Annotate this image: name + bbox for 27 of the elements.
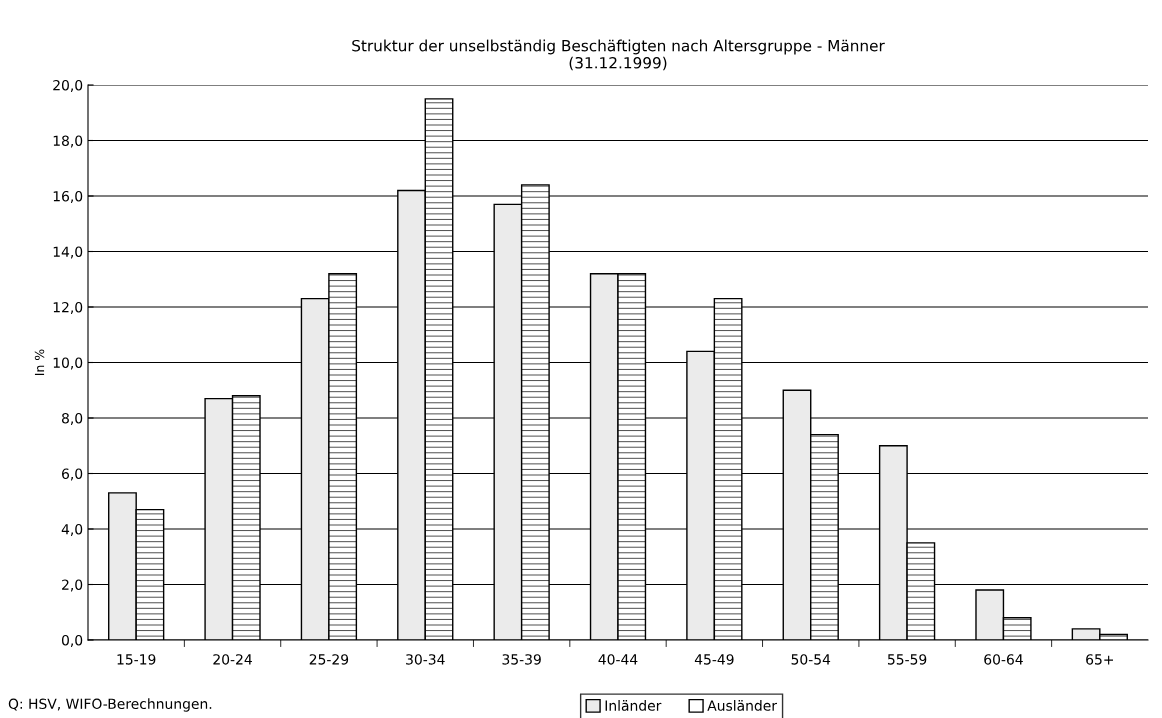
y-tick-label: 8,0	[61, 412, 83, 425]
x-tick-label: 20-24	[213, 654, 252, 665]
x-tick-label: 40-44	[598, 654, 638, 665]
legend-label: Inländer	[605, 700, 662, 711]
y-tick-label: 2,0	[62, 579, 83, 592]
y-tick-label: 18,0	[53, 135, 83, 148]
x-tick-label: 45-49	[694, 654, 734, 665]
y-tick-label: 10,0	[53, 357, 83, 370]
y-tick-label: 6,0	[62, 468, 83, 481]
x-tick-label: 25-29	[309, 654, 349, 665]
x-tick-label: 35-39	[502, 654, 541, 665]
y-tick-label: 16,0	[53, 190, 83, 203]
x-tick-label: 65+	[1086, 654, 1113, 665]
y-axis-title: In %	[34, 349, 45, 375]
y-tick-label: 4,0	[61, 523, 83, 536]
legend-label: Ausländer	[707, 700, 778, 711]
text: Q: HSV, WIFO-Berechnungen.	[8, 698, 212, 712]
y-tick-label: 0,0	[61, 634, 83, 647]
y-tick-label: 20,0	[53, 79, 83, 92]
x-tick-label: 30-34	[406, 654, 445, 665]
chart-title: Struktur der unselbständig Beschäftigten nach Altersgruppe - Männer (31.12.1999)	[352, 39, 885, 71]
y-tick-label: 14,0	[53, 246, 83, 259]
x-tick-label: 60-64	[984, 654, 1023, 665]
x-tick-label: 50-54	[791, 654, 831, 665]
x-tick-label: 55-59	[887, 654, 927, 665]
x-tick-label: 15-19	[117, 654, 156, 665]
y-tick-label: 12,0	[53, 301, 83, 314]
